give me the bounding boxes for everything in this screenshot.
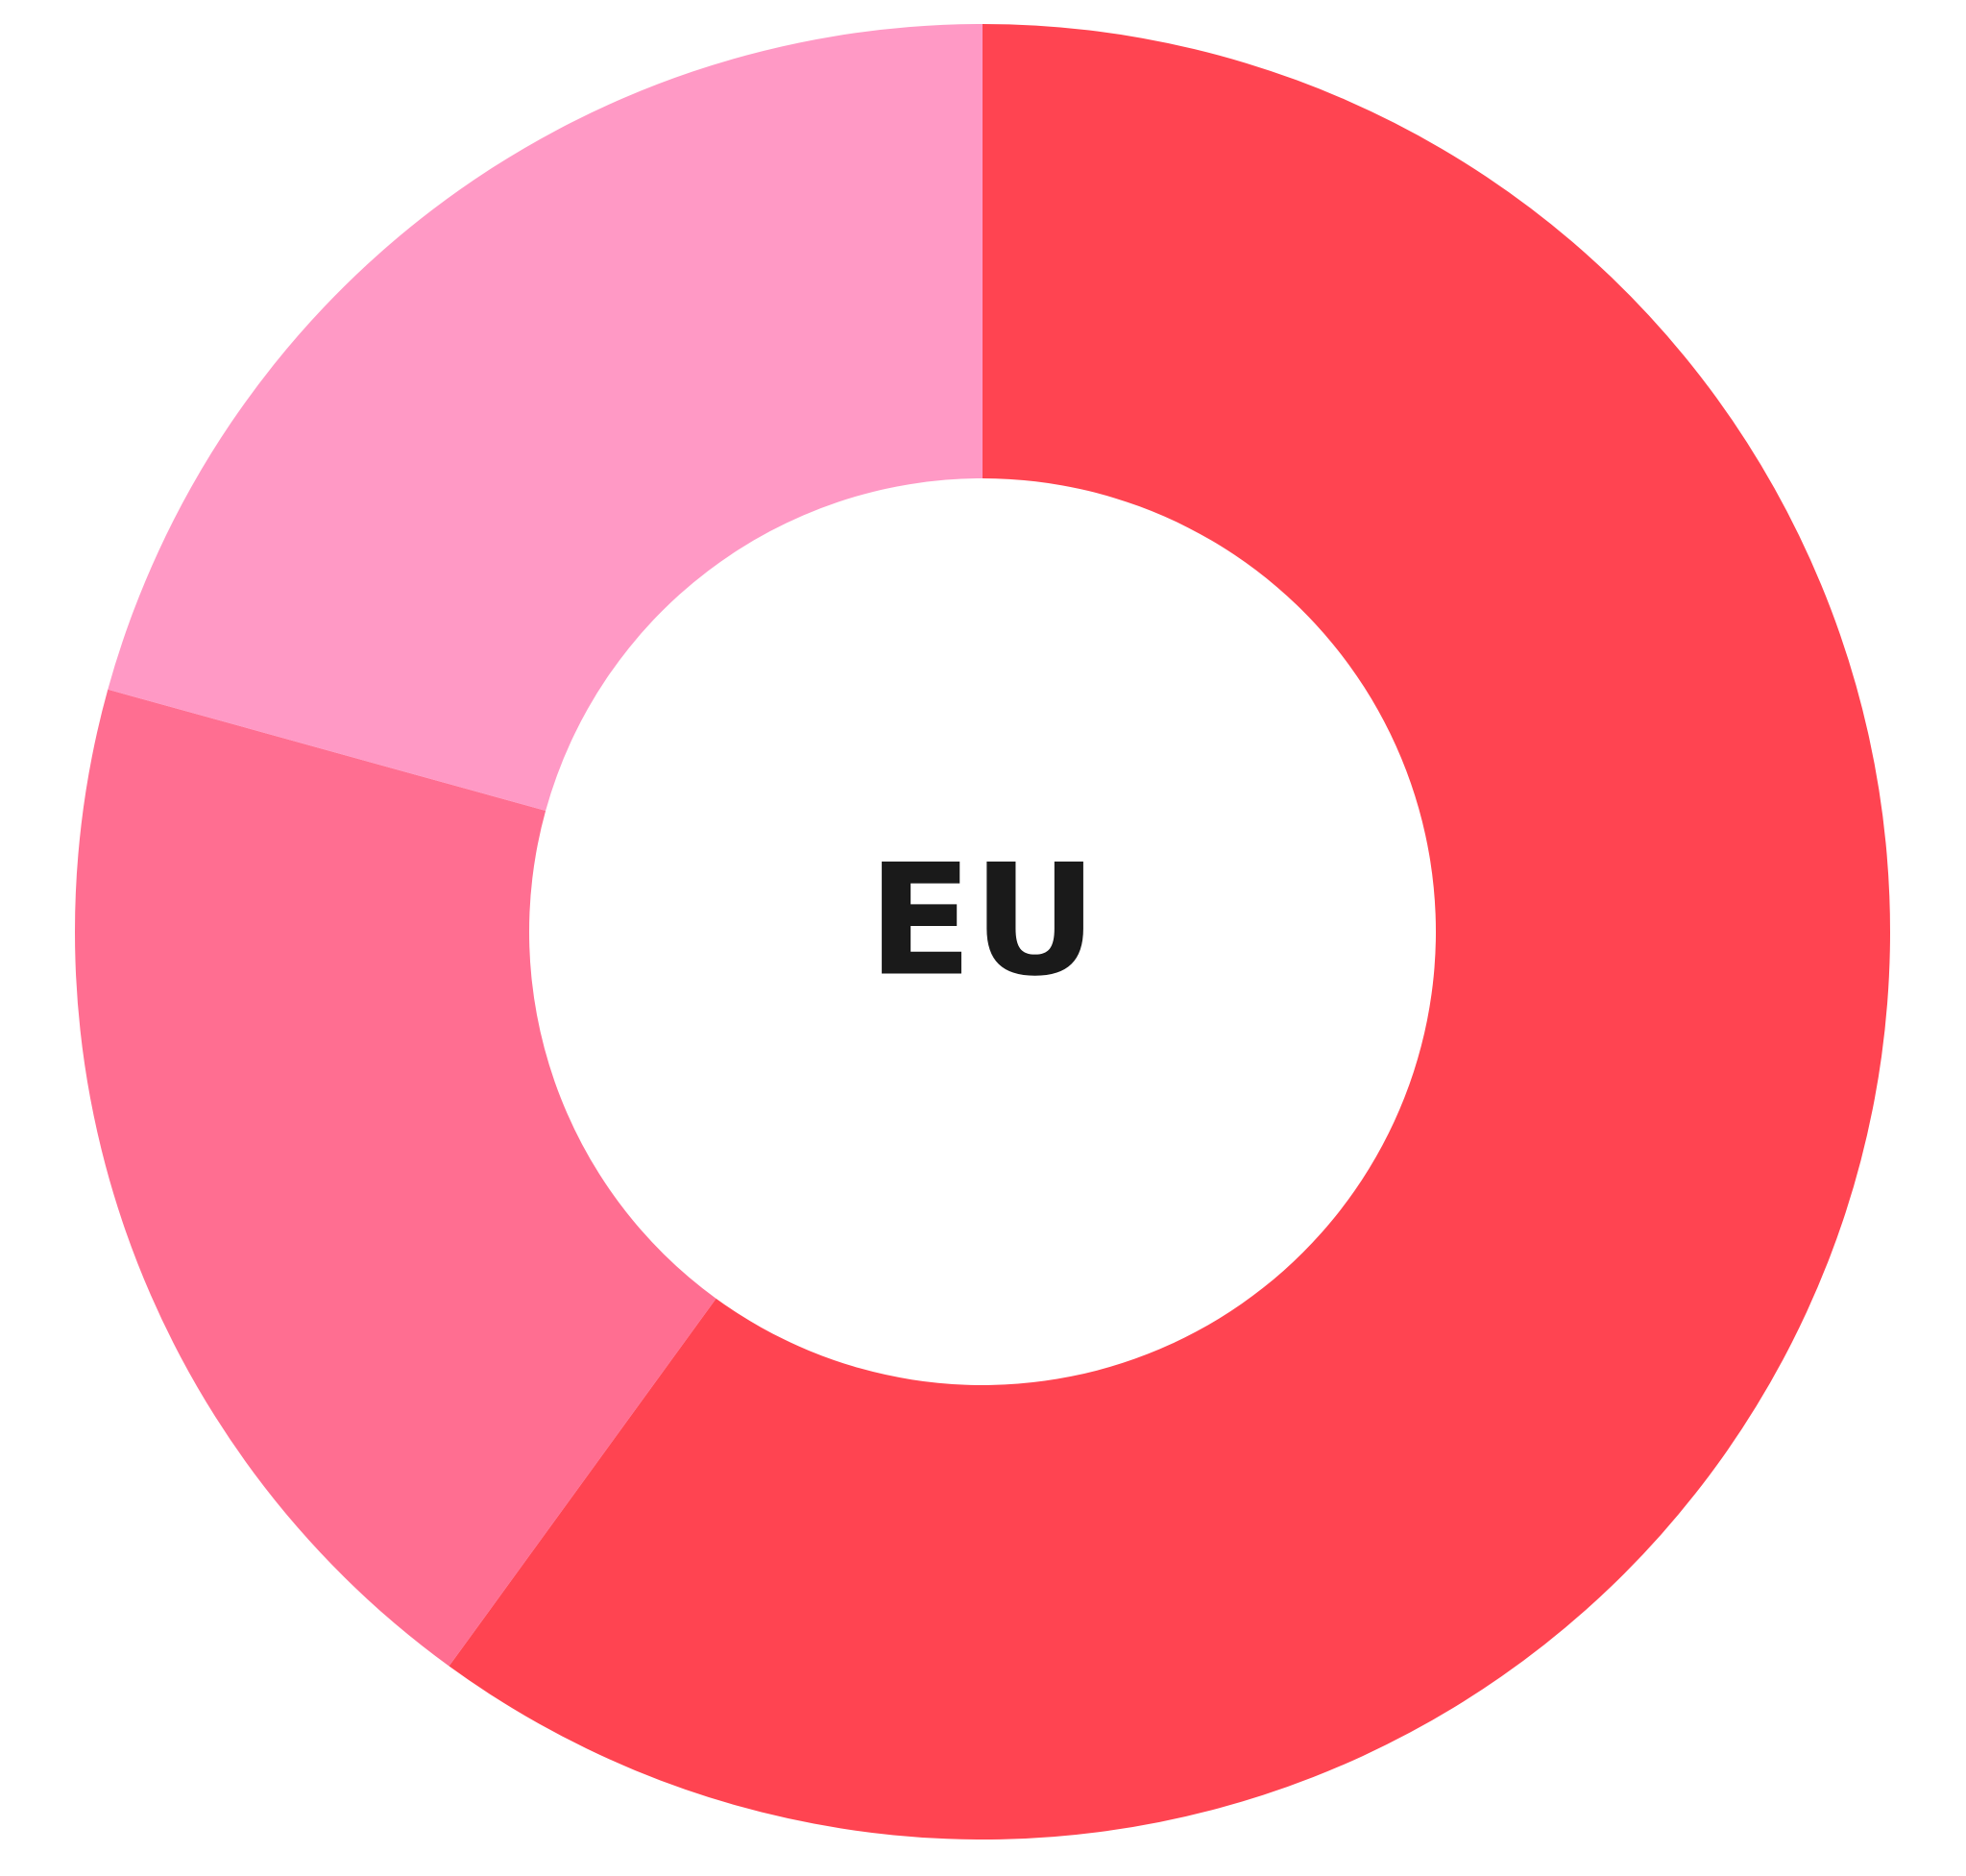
center-label: EU [867, 831, 1097, 1011]
donut-slices [75, 24, 1891, 1839]
donut-slice-3 [108, 24, 983, 812]
donut-slice-2 [75, 689, 716, 1667]
donut-slice-1 [449, 24, 1891, 1839]
